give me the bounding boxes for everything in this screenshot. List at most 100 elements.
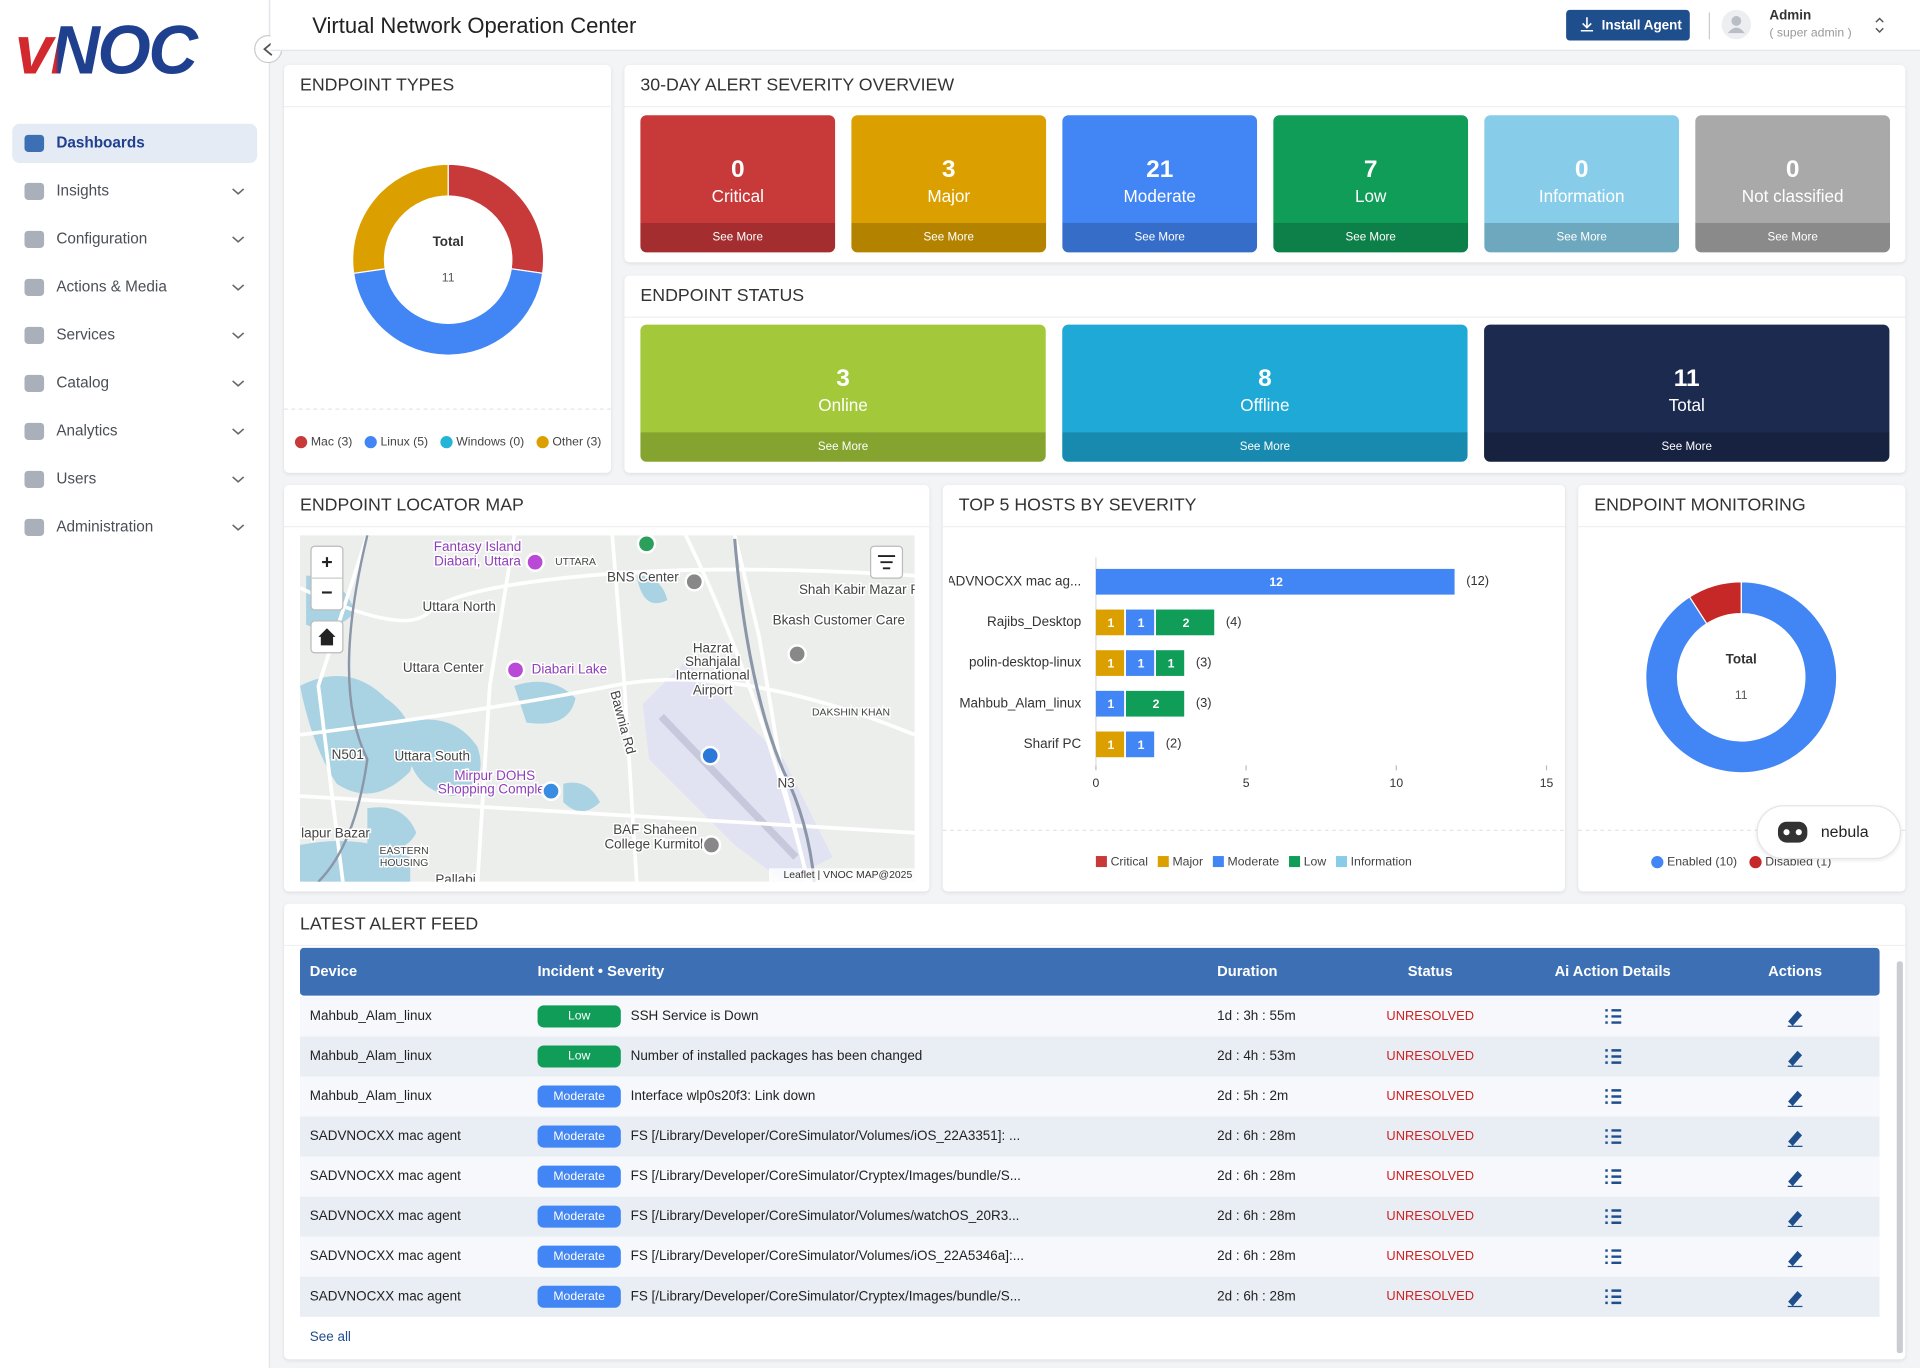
card-value: 21 bbox=[1146, 156, 1173, 183]
edit-icon[interactable] bbox=[1787, 1090, 1803, 1107]
card-label: Information bbox=[1539, 186, 1625, 206]
ai-details-icon[interactable] bbox=[1605, 1009, 1622, 1024]
ai-details-icon[interactable] bbox=[1605, 1169, 1622, 1184]
edit-icon[interactable] bbox=[1787, 1130, 1803, 1147]
map-marker[interactable] bbox=[787, 644, 807, 664]
map-panel-title: ENDPOINT LOCATOR MAP bbox=[300, 495, 524, 515]
assistant-eye bbox=[1783, 829, 1790, 836]
map-marker[interactable] bbox=[701, 835, 722, 855]
menu-item[interactable]: Actions & Media bbox=[56, 278, 167, 295]
status-card[interactable] bbox=[1062, 324, 1468, 462]
assistant-chip[interactable] bbox=[1756, 805, 1902, 860]
bar-segment bbox=[1125, 690, 1185, 717]
legend-swatch bbox=[1212, 856, 1224, 868]
category-label: Mahbub_Alam_linux bbox=[959, 695, 1081, 710]
map-marker[interactable] bbox=[505, 660, 526, 680]
zoom-out[interactable]: − bbox=[321, 582, 332, 604]
legend-label: Information bbox=[1351, 854, 1412, 868]
status-card[interactable] bbox=[1484, 115, 1680, 253]
card-value: 0 bbox=[731, 156, 745, 183]
edit-icon[interactable] bbox=[1787, 1290, 1803, 1308]
card-footer bbox=[1484, 222, 1680, 253]
map-marker[interactable] bbox=[684, 571, 705, 592]
card-link[interactable]: See More bbox=[1767, 231, 1817, 244]
table-header bbox=[300, 947, 1880, 996]
ai-details-icon[interactable] bbox=[1605, 1289, 1622, 1305]
severity-label: Moderate bbox=[553, 1089, 605, 1103]
incident-cell: FS [/Library/Developer/CoreSimulator/Vol… bbox=[631, 1208, 1020, 1223]
card-label: Online bbox=[818, 395, 868, 415]
status-cell: UNRESOLVED bbox=[1386, 1288, 1474, 1303]
map-marker[interactable] bbox=[525, 552, 545, 572]
menu-chevron bbox=[232, 332, 245, 339]
legend-swatch bbox=[1095, 856, 1107, 868]
avatar-head bbox=[1731, 16, 1742, 26]
water bbox=[563, 782, 600, 812]
card-link[interactable]: See More bbox=[1345, 231, 1395, 244]
status-card[interactable] bbox=[640, 324, 1046, 462]
column-header: Actions bbox=[1768, 964, 1822, 980]
edit-icon[interactable] bbox=[1787, 1170, 1803, 1188]
map-marker[interactable] bbox=[700, 745, 721, 766]
status-card[interactable] bbox=[1062, 115, 1258, 253]
see-all-link[interactable]: See all bbox=[310, 1329, 351, 1344]
card-link[interactable]: See More bbox=[924, 231, 974, 244]
runway bbox=[658, 713, 799, 860]
map-label: Airport bbox=[693, 682, 733, 697]
device-cell: SADVNOCXX mac agent bbox=[310, 1208, 461, 1223]
highway bbox=[317, 535, 369, 882]
road bbox=[300, 567, 915, 623]
donut-slice bbox=[352, 268, 544, 356]
edit-icon[interactable] bbox=[1787, 1010, 1803, 1027]
menu-item[interactable]: Catalog bbox=[56, 374, 109, 391]
table-row bbox=[300, 1276, 1880, 1317]
status-card[interactable] bbox=[851, 115, 1047, 253]
menu-icon bbox=[24, 518, 45, 536]
menu-item[interactable]: Users bbox=[56, 470, 96, 487]
card-link[interactable]: See More bbox=[1662, 440, 1712, 453]
ai-details-icon[interactable] bbox=[1605, 1089, 1622, 1104]
ai-details-icon[interactable] bbox=[1605, 1129, 1622, 1144]
card-link[interactable]: See More bbox=[1135, 231, 1185, 244]
status-card[interactable] bbox=[640, 115, 836, 253]
menu-item[interactable]: Services bbox=[56, 326, 115, 343]
card-label: Critical bbox=[712, 186, 764, 206]
map-marker[interactable] bbox=[541, 781, 561, 801]
edit-icon[interactable] bbox=[1787, 1210, 1803, 1228]
card-link[interactable]: See More bbox=[1556, 231, 1606, 244]
menu-item[interactable]: Administration bbox=[56, 518, 153, 535]
donut-slice bbox=[1688, 581, 1742, 625]
zoom-in[interactable]: + bbox=[321, 552, 332, 574]
menu-item[interactable]: Dashboards bbox=[56, 134, 144, 151]
card-link[interactable]: See More bbox=[1240, 440, 1290, 453]
legend-swatch bbox=[1289, 856, 1301, 868]
menu-item[interactable]: Analytics bbox=[56, 422, 118, 439]
status-card[interactable] bbox=[1273, 115, 1469, 253]
ai-details-icon[interactable] bbox=[1605, 1209, 1622, 1224]
ai-details-icon[interactable] bbox=[1605, 1249, 1622, 1265]
menu-item[interactable]: Insights bbox=[56, 182, 109, 199]
bar-value-label: 1 bbox=[1108, 738, 1115, 752]
types-panel bbox=[284, 65, 612, 473]
status-cell: UNRESOLVED bbox=[1386, 1048, 1474, 1063]
legend-label: Major bbox=[1172, 854, 1203, 868]
donut-center-label: Total bbox=[433, 234, 464, 249]
status-card[interactable] bbox=[1695, 115, 1890, 253]
card-link[interactable]: See More bbox=[818, 440, 868, 453]
bar-value-label: 1 bbox=[1168, 657, 1175, 671]
status-card[interactable] bbox=[1484, 324, 1890, 462]
edit-icon[interactable] bbox=[1787, 1250, 1803, 1268]
ai-details-icon[interactable] bbox=[1605, 1049, 1622, 1064]
assistant-label[interactable]: nebula bbox=[1821, 824, 1869, 841]
map-marker[interactable] bbox=[636, 535, 657, 554]
severity-label: Moderate bbox=[553, 1249, 605, 1263]
status-cell: UNRESOLVED bbox=[1386, 1208, 1474, 1223]
install-button[interactable] bbox=[1566, 9, 1690, 41]
edit-icon[interactable] bbox=[1787, 1050, 1803, 1067]
bar-segment bbox=[1095, 731, 1125, 758]
menu-item[interactable]: Configuration bbox=[56, 230, 147, 247]
map-label: BNS Center bbox=[607, 570, 679, 585]
incident-cell: FS [/Library/Developer/CoreSimulator/Vol… bbox=[631, 1128, 1021, 1143]
card-link[interactable]: See More bbox=[713, 231, 763, 244]
duration-cell: 2d : 6h : 28m bbox=[1217, 1208, 1296, 1223]
